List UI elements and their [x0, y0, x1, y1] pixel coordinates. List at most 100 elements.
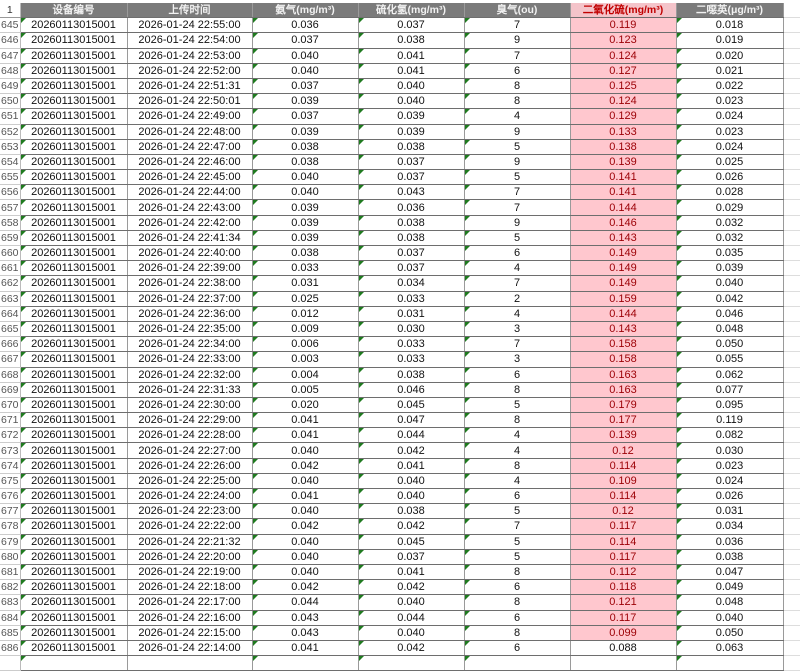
- odor-cell[interactable]: 4: [464, 473, 571, 490]
- hydrogen-sulfide-cell[interactable]: 0.039: [358, 124, 465, 140]
- row-number[interactable]: 660: [0, 245, 21, 262]
- row-number[interactable]: 648: [0, 63, 21, 79]
- sulfur-dioxide-cell[interactable]: 0.139: [570, 154, 677, 171]
- device-id-cell[interactable]: 20260113015001: [20, 610, 128, 626]
- sulfur-dioxide-cell[interactable]: 0.179: [570, 397, 677, 414]
- row-number[interactable]: 662: [0, 275, 21, 292]
- sulfur-dioxide-cell[interactable]: 0.125: [570, 78, 677, 95]
- dioxin-cell[interactable]: 0.034: [676, 518, 784, 535]
- odor-cell[interactable]: 5: [464, 230, 571, 247]
- dioxin-cell[interactable]: 0.028: [676, 184, 784, 201]
- sulfur-dioxide-cell[interactable]: 0.119: [570, 17, 677, 34]
- device-id-cell[interactable]: 20260113015001: [20, 184, 128, 201]
- hydrogen-sulfide-cell[interactable]: 0.040: [358, 473, 465, 490]
- hydrogen-sulfide-cell[interactable]: 0.037: [358, 17, 465, 34]
- device-id-cell[interactable]: 20260113015001: [20, 245, 128, 262]
- ammonia-cell[interactable]: 0.040: [252, 442, 359, 459]
- dioxin-cell[interactable]: 0.048: [676, 594, 784, 611]
- dioxin-cell[interactable]: 0.049: [676, 579, 784, 596]
- empty-cell[interactable]: [676, 655, 784, 671]
- row-number[interactable]: 661: [0, 260, 21, 277]
- empty-cell[interactable]: [783, 549, 800, 565]
- odor-cell[interactable]: 5: [464, 397, 571, 414]
- odor-cell[interactable]: 9: [464, 154, 571, 171]
- ammonia-cell[interactable]: 0.033: [252, 260, 359, 277]
- upload-time-cell[interactable]: 2026-01-24 22:19:00: [127, 564, 253, 581]
- row-number-header[interactable]: 1: [0, 3, 21, 19]
- empty-cell[interactable]: [0, 655, 21, 671]
- hydrogen-sulfide-cell[interactable]: 0.033: [358, 351, 465, 368]
- odor-cell[interactable]: 5: [464, 503, 571, 520]
- empty-cell[interactable]: [783, 503, 800, 520]
- row-number[interactable]: 672: [0, 427, 21, 444]
- odor-cell[interactable]: 4: [464, 306, 571, 322]
- empty-cell[interactable]: [783, 594, 800, 611]
- odor-cell[interactable]: 6: [464, 367, 571, 383]
- row-number[interactable]: 683: [0, 594, 21, 611]
- row-number[interactable]: 646: [0, 32, 21, 49]
- sulfur-dioxide-cell[interactable]: 0.121: [570, 594, 677, 611]
- hydrogen-sulfide-cell[interactable]: 0.033: [358, 336, 465, 353]
- row-number[interactable]: 652: [0, 124, 21, 140]
- device-id-cell[interactable]: 20260113015001: [20, 534, 128, 550]
- upload-time-cell[interactable]: 2026-01-24 22:33:00: [127, 351, 253, 368]
- dioxin-cell[interactable]: 0.038: [676, 549, 784, 565]
- odor-cell[interactable]: 6: [464, 579, 571, 596]
- odor-cell[interactable]: 8: [464, 594, 571, 611]
- ammonia-cell[interactable]: 0.042: [252, 518, 359, 535]
- empty-cell[interactable]: [127, 655, 253, 671]
- odor-cell[interactable]: 6: [464, 245, 571, 262]
- hydrogen-sulfide-cell[interactable]: 0.042: [358, 518, 465, 535]
- hydrogen-sulfide-cell[interactable]: 0.038: [358, 139, 465, 155]
- dioxin-cell[interactable]: 0.062: [676, 367, 784, 383]
- row-number[interactable]: 667: [0, 351, 21, 368]
- upload-time-cell[interactable]: 2026-01-24 22:26:00: [127, 458, 253, 474]
- row-number[interactable]: 650: [0, 93, 21, 110]
- sulfur-dioxide-cell[interactable]: 0.099: [570, 625, 677, 641]
- row-number[interactable]: 654: [0, 154, 21, 171]
- sulfur-dioxide-cell[interactable]: 0.114: [570, 534, 677, 550]
- sulfur-dioxide-cell[interactable]: 0.117: [570, 518, 677, 535]
- empty-cell[interactable]: [783, 245, 800, 262]
- upload-time-cell[interactable]: 2026-01-24 22:42:00: [127, 215, 253, 231]
- dioxin-cell[interactable]: 0.042: [676, 291, 784, 307]
- ammonia-cell[interactable]: 0.006: [252, 336, 359, 353]
- row-number[interactable]: 679: [0, 534, 21, 550]
- upload-time-cell[interactable]: 2026-01-24 22:55:00: [127, 17, 253, 34]
- ammonia-cell[interactable]: 0.042: [252, 458, 359, 474]
- device-id-cell[interactable]: 20260113015001: [20, 215, 128, 231]
- ammonia-cell[interactable]: 0.044: [252, 594, 359, 611]
- ammonia-cell[interactable]: 0.036: [252, 17, 359, 34]
- hydrogen-sulfide-cell[interactable]: 0.037: [358, 549, 465, 565]
- empty-cell[interactable]: [783, 534, 800, 550]
- odor-cell[interactable]: 2: [464, 291, 571, 307]
- hydrogen-sulfide-cell[interactable]: 0.040: [358, 594, 465, 611]
- odor-cell[interactable]: 7: [464, 17, 571, 34]
- ammonia-cell[interactable]: 0.041: [252, 640, 359, 657]
- dioxin-cell[interactable]: 0.022: [676, 78, 784, 95]
- empty-cell[interactable]: [783, 397, 800, 414]
- device-id-cell[interactable]: 20260113015001: [20, 625, 128, 641]
- ammonia-cell[interactable]: 0.040: [252, 473, 359, 490]
- sulfur-dioxide-cell[interactable]: 0.143: [570, 321, 677, 338]
- odor-cell[interactable]: 7: [464, 518, 571, 535]
- ammonia-cell[interactable]: 0.041: [252, 488, 359, 505]
- upload-time-cell[interactable]: 2026-01-24 22:22:00: [127, 518, 253, 535]
- ammonia-cell[interactable]: 0.004: [252, 367, 359, 383]
- ammonia-cell[interactable]: 0.038: [252, 245, 359, 262]
- sulfur-dioxide-cell[interactable]: 0.141: [570, 169, 677, 186]
- empty-cell[interactable]: [783, 124, 800, 140]
- device-id-cell[interactable]: 20260113015001: [20, 321, 128, 338]
- sulfur-dioxide-cell[interactable]: 0.158: [570, 351, 677, 368]
- odor-cell[interactable]: 4: [464, 427, 571, 444]
- device-id-cell[interactable]: 20260113015001: [20, 93, 128, 110]
- upload-time-cell[interactable]: 2026-01-24 22:47:00: [127, 139, 253, 155]
- sulfur-dioxide-cell[interactable]: 0.149: [570, 260, 677, 277]
- dioxin-cell[interactable]: 0.018: [676, 17, 784, 34]
- row-number[interactable]: 684: [0, 610, 21, 626]
- device-id-cell[interactable]: 20260113015001: [20, 367, 128, 383]
- empty-cell[interactable]: [783, 169, 800, 186]
- ammonia-cell[interactable]: 0.043: [252, 610, 359, 626]
- ammonia-cell[interactable]: 0.037: [252, 78, 359, 95]
- upload-time-cell[interactable]: 2026-01-24 22:44:00: [127, 184, 253, 201]
